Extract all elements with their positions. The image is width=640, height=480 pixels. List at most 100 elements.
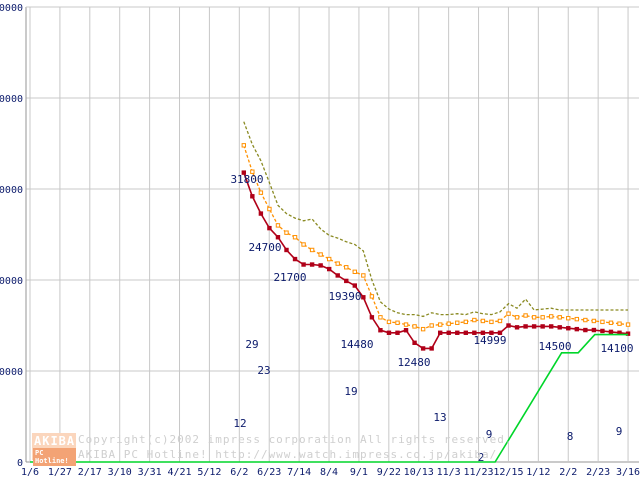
marker-average-price [472,317,477,323]
svg-text:0: 0 [17,458,23,469]
marker-min-price [378,328,383,333]
marker-average-price [514,315,520,320]
svg-text:20000: 20000 [0,276,23,287]
data-label-min-price: 12480 [397,356,430,369]
marker-min-price [514,325,520,330]
data-labels: 31800 24700 21700 19390 14480 12480 14999 14500… [230,173,633,464]
marker-average-price [437,322,443,327]
marker-average-price [617,321,622,326]
akiba-logo: AKIBA PC Hotline! [32,433,76,466]
data-label-shop-count: 2 [478,451,485,464]
copyright-line: Copyright(c)2002 impress corporation All… [78,433,513,446]
svg-text:10000: 10000 [0,367,23,378]
marker-min-price [284,247,289,253]
marker-average-price [463,319,469,325]
logo-sub-text: PC Hotline! [33,448,76,466]
marker-min-price [292,256,298,262]
svg-text:40000: 40000 [0,94,23,105]
marker-average-price [557,315,562,320]
marker-min-price [412,340,417,345]
marker-min-price [446,330,451,335]
svg-text:2/23: 2/23 [586,467,610,478]
marker-average-price [429,323,434,328]
svg-text:11/3: 11/3 [437,467,461,478]
marker-average-price [540,315,545,320]
marker-min-price [574,326,580,332]
marker-min-price [463,330,469,335]
marker-min-price [608,329,614,335]
series-max-price [243,121,628,318]
marker-average-price [335,261,340,266]
data-label-shop-count: 13 [433,411,446,424]
marker-min-price [531,324,537,329]
marker-average-price [591,318,597,324]
marker-average-price [574,316,580,322]
svg-text:1/27: 1/27 [48,467,72,478]
marker-average-price [506,311,511,316]
svg-text:11/23: 11/23 [463,467,493,478]
logo-main-text: AKIBA [34,434,76,448]
marker-average-price [455,320,460,325]
marker-average-price [275,223,281,228]
data-label-min-price: 19390 [328,290,361,303]
x-axis-ticks: 1/6 1/27 2/17 3/10 3/31 4/21 5/12 6/2 6/23 7/14 8/… [21,467,640,478]
marker-min-price [395,330,400,335]
marker-min-price [600,328,605,334]
svg-text:4/21: 4/21 [167,467,191,478]
marker-min-price [318,263,323,268]
marker-average-price [258,190,264,195]
marker-min-price [420,346,426,351]
marker-average-price [301,242,306,247]
marker-average-price [241,143,247,148]
marker-average-price [600,319,605,325]
marker-min-price [480,330,486,335]
marker-min-price [386,330,392,335]
data-label-shop-count: 9 [486,428,493,441]
marker-average-price [412,324,417,329]
marker-average-price [284,230,289,235]
marker-min-price [489,330,494,335]
svg-text:5/12: 5/12 [197,467,221,478]
marker-min-price [403,328,409,333]
marker-average-price [395,320,400,325]
marker-min-price [557,325,562,330]
marker-average-price [344,265,349,270]
data-label-min-price: 14100 [600,342,633,355]
marker-min-price [335,273,340,278]
marker-average-price [583,317,588,323]
marker-average-price [369,294,375,299]
marker-min-price [258,211,264,216]
data-label-min-price: 21700 [273,271,306,284]
marker-min-price [566,326,571,331]
marker-min-price [523,324,528,329]
marker-min-price [625,331,631,336]
data-label-min-price: 14500 [538,340,571,353]
series-group [30,121,631,463]
marker-min-price [344,278,349,284]
marker-min-price [437,330,443,335]
marker-min-price [429,346,434,351]
marker-min-price [301,262,306,267]
data-label-min-price: 14999 [473,334,506,347]
marker-average-price [566,316,571,321]
series-average-price [243,145,629,330]
svg-text:3/31: 3/31 [138,467,162,478]
marker-average-price [531,315,537,320]
svg-text:12/15: 12/15 [493,467,523,478]
marker-average-price [489,319,494,325]
data-label-min-price: 24700 [248,241,281,254]
svg-text:3/10: 3/10 [108,467,132,478]
marker-min-price [267,225,272,231]
y-axis-ticks: 0 10000 20000 30000 40000 50000 [0,3,23,469]
marker-average-price [523,313,528,318]
marker-min-price [309,262,315,267]
marker-average-price [420,326,426,332]
data-label-shop-count: 23 [257,364,270,377]
data-label-shop-count: 9 [616,425,623,438]
marker-min-price [591,327,597,333]
series-min-price [243,172,629,350]
marker-average-price [625,322,631,327]
svg-text:1/6: 1/6 [21,467,39,478]
